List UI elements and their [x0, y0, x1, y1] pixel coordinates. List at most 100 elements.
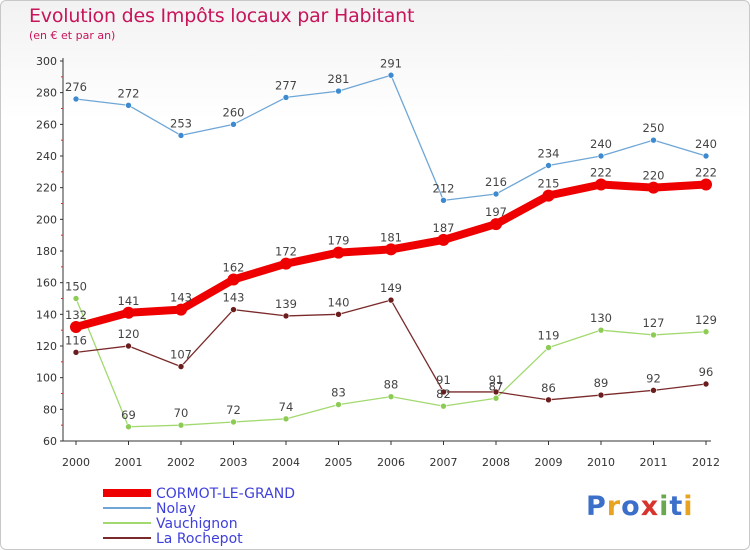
data-label: 82: [436, 387, 451, 401]
data-point: [490, 218, 502, 231]
data-point: [72, 295, 80, 302]
data-point: [227, 273, 240, 286]
data-label: 91: [489, 373, 504, 387]
data-point: [545, 344, 552, 351]
y-tick-label: 160: [36, 277, 57, 290]
data-point: [282, 94, 290, 101]
x-tick-label: 2011: [640, 456, 668, 469]
data-point: [597, 152, 605, 160]
y-tick-label: 60: [43, 435, 57, 448]
data-label: 129: [695, 313, 717, 327]
x-tick-label: 2007: [430, 456, 458, 469]
data-point: [335, 311, 342, 318]
data-label: 83: [331, 386, 346, 400]
data-point: [387, 296, 395, 304]
data-point: [595, 178, 607, 191]
data-point: [230, 121, 237, 128]
data-point: [440, 197, 447, 204]
x-tick-label: 2001: [115, 456, 143, 469]
x-tick-label: 2003: [220, 456, 248, 469]
data-label: 149: [380, 281, 402, 295]
data-label: 140: [328, 295, 350, 309]
legend-label: Nolay: [156, 501, 196, 517]
data-point: [335, 87, 342, 95]
data-point: [125, 423, 132, 431]
data-point: [177, 363, 185, 370]
data-label: 197: [485, 205, 507, 219]
chart-title: Evolution des Impôts locaux par Habitant: [29, 5, 415, 27]
y-tick-label: 140: [36, 308, 57, 321]
data-point: [125, 342, 132, 350]
data-point: [230, 418, 237, 426]
data-label: 240: [590, 137, 612, 151]
data-label: 234: [538, 147, 560, 161]
data-label: 120: [118, 327, 140, 341]
data-label: 277: [275, 78, 297, 92]
y-tick-label: 280: [36, 87, 57, 100]
data-point: [280, 257, 292, 270]
data-point: [177, 421, 185, 429]
data-point: [650, 136, 657, 144]
data-label: 222: [590, 166, 612, 180]
data-label: 70: [174, 406, 189, 420]
data-point: [335, 401, 342, 408]
x-tick-label: 2002: [167, 456, 195, 469]
data-point: [440, 388, 447, 396]
data-point: [597, 391, 605, 399]
data-label: 132: [65, 308, 87, 322]
logo-letter: P: [586, 491, 607, 522]
data-label: 220: [643, 169, 665, 183]
data-label: 162: [223, 261, 245, 275]
data-label: 96: [699, 365, 714, 379]
data-point: [545, 162, 552, 169]
data-label: 150: [65, 280, 87, 294]
y-tick-label: 220: [36, 182, 57, 195]
data-point: [387, 393, 395, 400]
x-tick-label: 2004: [272, 456, 300, 469]
data-point: [122, 306, 135, 319]
data-point: [440, 402, 447, 410]
data-label: 116: [65, 333, 87, 347]
data-point: [282, 415, 290, 423]
data-point: [700, 178, 712, 191]
x-tick-label: 2010: [587, 456, 615, 469]
data-point: [597, 326, 605, 334]
data-point: [385, 243, 397, 256]
data-label: 172: [275, 245, 297, 259]
data-label: 272: [118, 86, 140, 100]
data-label: 130: [590, 311, 612, 325]
data-label: 119: [538, 329, 560, 343]
data-label: 281: [328, 72, 350, 86]
data-point: [545, 396, 552, 404]
data-label: 250: [643, 121, 665, 135]
legend-label: CORMOT-LE-GRAND: [156, 486, 295, 502]
y-tick-label: 260: [36, 118, 57, 131]
legend-label: Vauchignon: [156, 516, 238, 532]
data-label: 92: [646, 371, 661, 385]
data-label: 127: [643, 316, 665, 330]
logo-letter: i: [659, 491, 670, 522]
data-label: 291: [380, 56, 402, 70]
x-tick-label: 2012: [692, 456, 720, 469]
y-tick-label: 200: [36, 213, 57, 226]
data-point: [542, 189, 555, 202]
data-point: [175, 303, 187, 316]
data-label: 179: [328, 234, 350, 248]
data-point: [282, 312, 290, 320]
data-label: 212: [433, 181, 455, 195]
series-line: [72, 180, 710, 331]
x-tick-label: 2005: [325, 456, 353, 469]
data-label: 276: [65, 80, 87, 94]
data-label: 141: [118, 294, 140, 308]
y-tick-label: 120: [36, 340, 57, 353]
chart-subtitle: (en € et par an): [29, 29, 116, 42]
data-point: [230, 306, 237, 313]
data-label: 139: [275, 297, 297, 311]
y-tick-label: 300: [36, 55, 57, 68]
x-tick-label: 2006: [377, 456, 405, 469]
data-label: 240: [695, 137, 717, 151]
data-label: 87: [489, 379, 504, 393]
y-tick-label: 100: [36, 372, 57, 385]
data-label: 107: [170, 348, 192, 362]
